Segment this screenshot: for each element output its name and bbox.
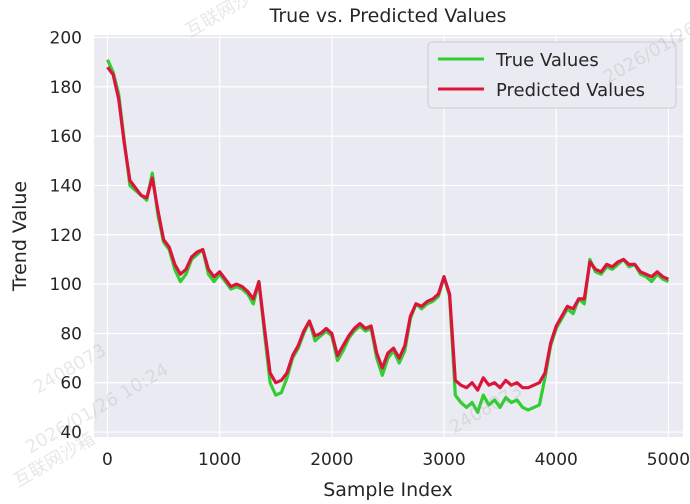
legend-box — [427, 41, 677, 109]
x-tick-label: 1000 — [198, 450, 241, 470]
y-tick-label: 200 — [50, 28, 82, 48]
y-tick-label: 60 — [60, 374, 82, 394]
y-tick-label: 160 — [50, 127, 82, 147]
x-axis-label: Sample Index — [323, 479, 453, 501]
x-tick-label: 0 — [102, 450, 113, 470]
y-tick-label: 180 — [50, 78, 82, 98]
x-tick-label: 5000 — [647, 450, 690, 470]
y-tick-labels: 40 60 80 100 120 140 160 180 200 — [50, 28, 82, 443]
x-tick-labels: 0 1000 2000 3000 4000 5000 — [102, 450, 690, 470]
y-axis-label: Trend Value — [9, 181, 31, 292]
series-layer — [106, 59, 670, 414]
legend-label-predicted-values: Predicted Values — [496, 80, 645, 101]
x-tick-label: 3000 — [422, 450, 465, 470]
legend-label-true-values: True Values — [495, 50, 599, 71]
x-tick-label: 4000 — [535, 450, 578, 470]
series-line-predicted-values — [106, 66, 670, 392]
y-tick-label: 140 — [50, 176, 82, 196]
legend: True Values Predicted Values — [427, 41, 677, 109]
y-tick-label: 120 — [50, 226, 82, 246]
chart-title: True vs. Predicted Values — [269, 5, 507, 27]
y-tick-label: 40 — [60, 423, 82, 443]
y-tick-label: 80 — [60, 324, 82, 344]
x-tick-label: 2000 — [310, 450, 353, 470]
y-tick-label: 100 — [50, 275, 82, 295]
